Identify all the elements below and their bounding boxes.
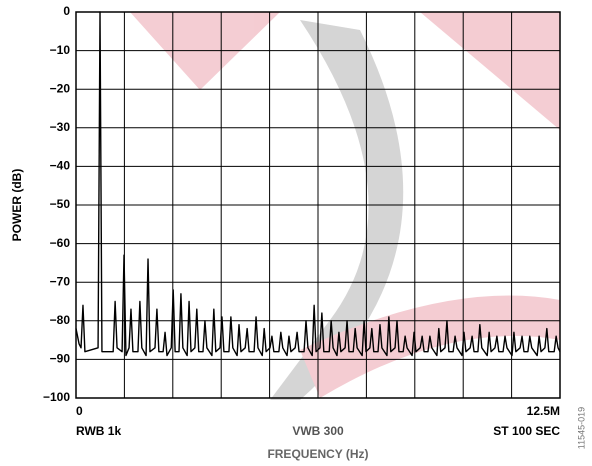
y-tick-label: −40: [50, 159, 71, 173]
plot-frame: [75, 11, 561, 399]
y-tick-label: −60: [50, 236, 71, 250]
y-tick-label: −90: [50, 352, 71, 366]
y-tick-label: 0: [63, 4, 70, 18]
watermark-shape: [270, 20, 404, 400]
spectrum-trace: [75, 11, 561, 357]
y-tick-label: −20: [50, 81, 71, 95]
y-tick-label: −80: [50, 313, 71, 327]
y-tick-label: −50: [50, 197, 71, 211]
y-tick-label: −70: [50, 274, 71, 288]
y-tick-label: −100: [43, 390, 70, 404]
annotation: RWB 1k: [76, 424, 121, 438]
x-axis-label: FREQUENCY (Hz): [267, 447, 368, 461]
x-tick-label: 12.5M: [527, 404, 560, 418]
annotation: ST 100 SEC: [493, 424, 560, 438]
y-tick-label: −10: [50, 43, 71, 57]
y-axis-label: POWER (dB): [10, 169, 24, 242]
x-tick-label: 0: [76, 404, 83, 418]
watermark-shape: [420, 12, 560, 130]
y-tick-label: −30: [50, 120, 71, 134]
figure-id: 11545-019: [576, 407, 586, 449]
annotation: VWB 300: [292, 424, 344, 438]
